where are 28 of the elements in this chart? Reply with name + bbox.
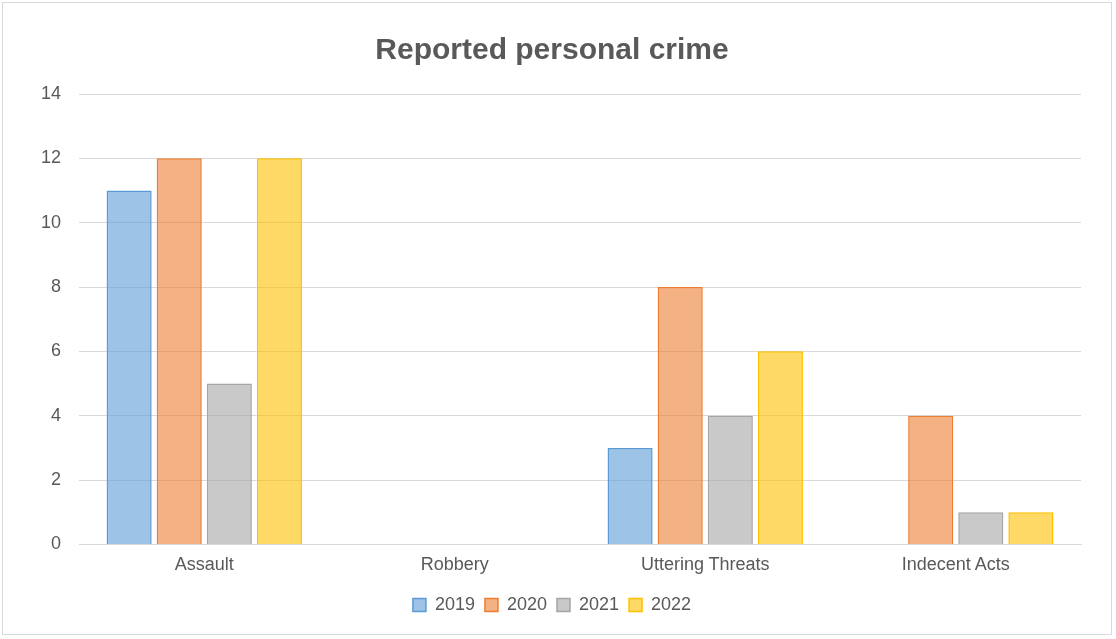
bar — [757, 351, 803, 544]
chart-title: Reported personal crime — [375, 32, 729, 66]
y-tick-label: 6 — [51, 340, 62, 361]
x-tick-label: Assault — [174, 554, 234, 575]
bar — [657, 287, 703, 544]
legend-label: 2019 — [434, 593, 475, 614]
y-tick-label: 0 — [51, 533, 62, 554]
x-tick-label: Robbery — [420, 554, 489, 575]
bar — [958, 512, 1004, 544]
y-tick-label: 10 — [40, 211, 62, 232]
bar — [607, 447, 653, 544]
bar — [707, 415, 753, 544]
legend-label: 2020 — [506, 593, 547, 614]
x-tick-label: Uttering Threats — [640, 554, 770, 575]
y-tick-label: 4 — [51, 404, 62, 425]
legend-label: 2022 — [651, 593, 692, 614]
bar — [256, 158, 302, 544]
y-tick-label: 14 — [40, 82, 62, 103]
legend-label: 2021 — [579, 593, 620, 614]
bar — [156, 158, 202, 544]
bar — [1008, 512, 1054, 544]
y-tick-label: 12 — [40, 147, 62, 168]
bar — [106, 190, 152, 544]
bar — [206, 383, 252, 544]
y-tick-label: 8 — [51, 276, 62, 296]
x-tick-label: Indecent Acts — [901, 554, 1010, 575]
y-tick-label: 2 — [51, 469, 62, 490]
bar — [908, 415, 954, 544]
